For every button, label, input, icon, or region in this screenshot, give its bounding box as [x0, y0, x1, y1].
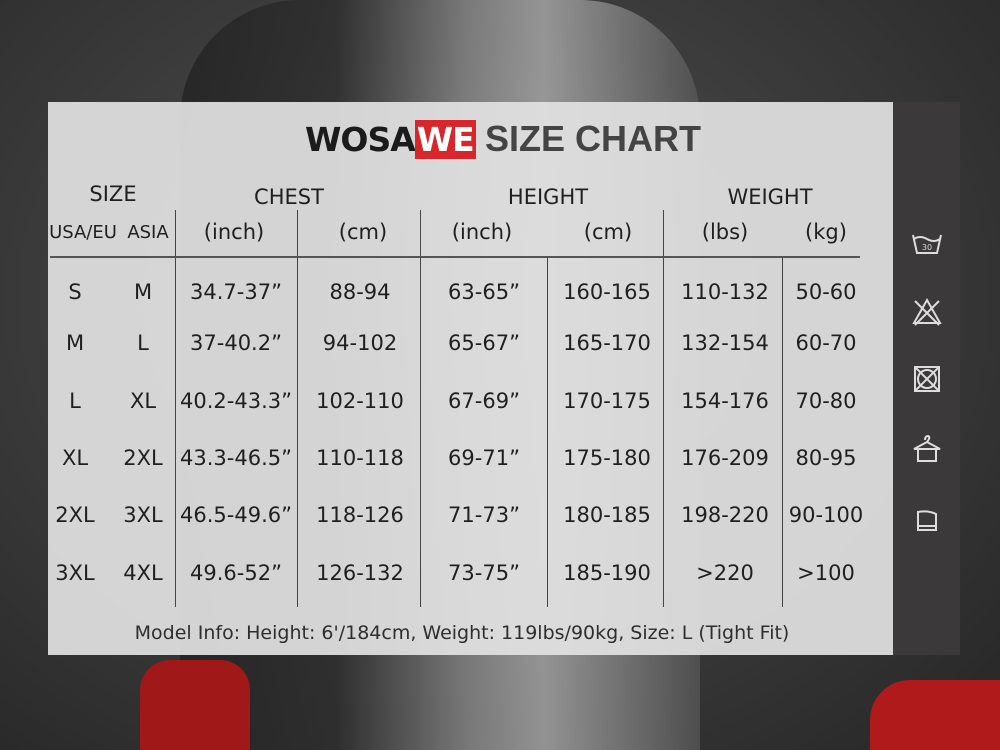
table-cell: 198-220 [681, 503, 769, 527]
table-cell: 2XL [123, 446, 163, 470]
header-unit-cm: (cm) [338, 220, 388, 244]
table-cell: 50-60 [795, 280, 857, 304]
header-usa-eu: USA/EU [49, 222, 117, 243]
table-cell: 4XL [123, 561, 163, 585]
background-motorcycle [140, 660, 250, 750]
header-divider [50, 256, 860, 258]
table-cell: 34.7-37” [190, 280, 282, 304]
table-cell: 90-100 [788, 503, 864, 527]
table-cell: 37-40.2” [190, 331, 282, 355]
table-cell: 110-132 [681, 280, 769, 304]
table-cell: 180-185 [563, 503, 651, 527]
header-unit-lbs: (lbs) [701, 220, 749, 244]
chart-title: SIZE CHART [485, 118, 701, 159]
header-height: HEIGHT [507, 185, 589, 209]
header-asia: ASIA [127, 222, 169, 243]
no-bleach-icon [912, 297, 942, 326]
size-chart-panel [48, 102, 893, 655]
table-cell: 80-95 [795, 446, 857, 470]
iron-icon [917, 510, 937, 531]
table-cell: 2XL [55, 503, 95, 527]
table-cell: 175-180 [563, 446, 651, 470]
table-cell: M [65, 331, 85, 355]
table-cell: 176-209 [681, 446, 769, 470]
table-cell: 3XL [55, 561, 95, 585]
table-cell: 67-69” [448, 389, 520, 413]
table-cell: 165-170 [563, 331, 651, 355]
header-unit-kg: (kg) [805, 220, 847, 244]
table-cell: >100 [797, 561, 855, 585]
header-unit-inch: (inch) [451, 220, 513, 244]
table-cell: M [133, 280, 153, 304]
table-cell: 70-80 [795, 389, 857, 413]
table-cell: S [68, 280, 82, 304]
table-cell: 102-110 [316, 389, 404, 413]
column-divider [663, 210, 664, 607]
table-cell: 170-175 [563, 389, 651, 413]
table-cell: 71-73” [448, 503, 520, 527]
table-cell: 65-67” [448, 331, 520, 355]
svg-text:30: 30 [922, 243, 932, 252]
table-cell: 126-132 [316, 561, 404, 585]
table-cell: 3XL [123, 503, 163, 527]
table-cell: XL [129, 389, 157, 413]
wash-30-icon: 30 [912, 234, 942, 254]
table-cell: XL [61, 446, 89, 470]
table-cell: 43.3-46.5” [180, 446, 292, 470]
table-cell: 185-190 [563, 561, 651, 585]
table-cell: 60-70 [795, 331, 857, 355]
table-cell: 63-65” [448, 280, 520, 304]
hang-dry-icon [913, 434, 941, 462]
table-cell: 160-165 [563, 280, 651, 304]
header-size: SIZE [89, 182, 137, 206]
header-unit-inch: (inch) [203, 220, 265, 244]
table-cell: 110-118 [316, 446, 404, 470]
brand-logo: WOSAWE [305, 120, 476, 159]
no-tumble-dry-icon [914, 366, 940, 392]
header-unit-cm: (cm) [583, 220, 633, 244]
column-divider [175, 210, 176, 607]
table-cell: 46.5-49.6” [180, 503, 292, 527]
model-info: Model Info: Height: 6'/184cm, Weight: 11… [134, 622, 790, 644]
table-cell: 154-176 [681, 389, 769, 413]
table-cell: 132-154 [681, 331, 769, 355]
table-cell: 40.2-43.3” [180, 389, 292, 413]
background-motorcycle [870, 680, 1000, 750]
table-cell: L [137, 331, 149, 355]
column-divider [420, 210, 421, 607]
table-cell: 49.6-52” [190, 561, 282, 585]
table-cell: >220 [696, 561, 754, 585]
table-cell: L [69, 389, 81, 413]
column-divider [297, 210, 298, 607]
table-cell: 69-71” [448, 446, 520, 470]
table-cell: 88-94 [329, 280, 391, 304]
header-weight: WEIGHT [727, 185, 813, 209]
table-cell: 73-75” [448, 561, 520, 585]
column-divider [547, 257, 548, 607]
table-cell: 94-102 [322, 331, 398, 355]
header-chest: CHEST [254, 185, 324, 209]
table-cell: 118-126 [316, 503, 404, 527]
column-divider [782, 257, 783, 607]
